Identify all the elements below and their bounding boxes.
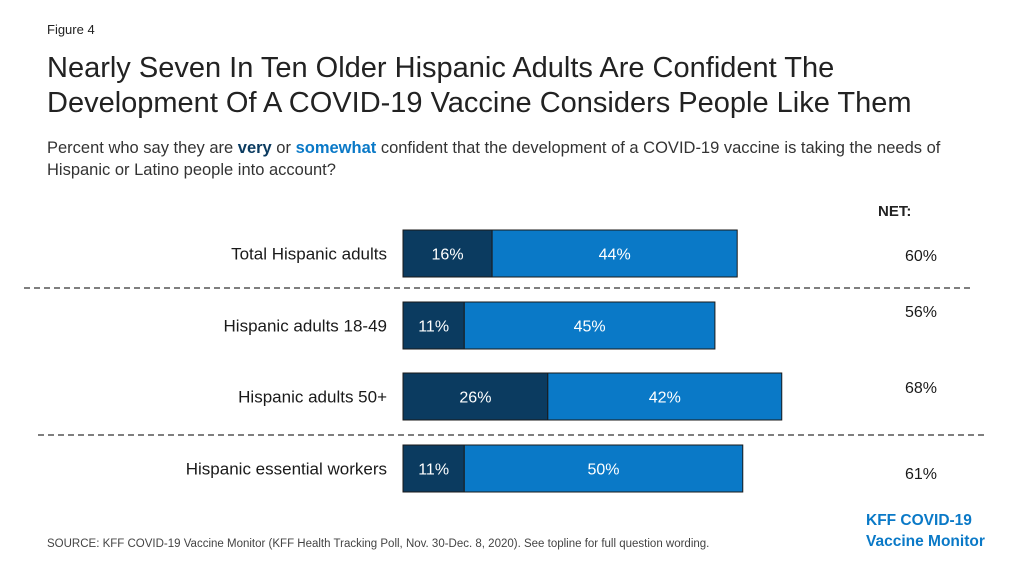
bar-somewhat bbox=[547, 372, 783, 421]
chart-title: Nearly Seven In Ten Older Hispanic Adult… bbox=[47, 52, 912, 119]
net-value: 61% bbox=[905, 466, 937, 483]
bar-very bbox=[402, 301, 465, 350]
data-label: 42% bbox=[649, 390, 681, 407]
bar-very bbox=[402, 229, 493, 278]
category-label: Hispanic adults 50+ bbox=[238, 388, 387, 407]
chart-subtitle: Percent who say they are very or somewha… bbox=[47, 137, 997, 181]
logo-line-1: KFF COVID-19 bbox=[866, 512, 972, 529]
subtitle-somewhat: somewhat bbox=[295, 139, 377, 157]
category-label: Hispanic adults 18-49 bbox=[224, 317, 387, 336]
data-label: 26% bbox=[459, 390, 491, 407]
bar-somewhat bbox=[463, 301, 716, 350]
data-label: 45% bbox=[574, 319, 606, 336]
kff-logo: KFF COVID-19 Vaccine Monitor bbox=[866, 510, 985, 552]
subtitle-prefix: Percent who say they are bbox=[47, 139, 238, 157]
subtitle-middle: or bbox=[271, 139, 296, 157]
subtitle-very: very bbox=[237, 139, 272, 157]
data-label: 16% bbox=[432, 247, 464, 264]
data-label: 50% bbox=[588, 462, 620, 479]
net-value: 60% bbox=[905, 248, 937, 265]
category-label: Total Hispanic adults bbox=[231, 245, 387, 264]
data-label: 44% bbox=[599, 247, 631, 264]
figure-label: Figure 4 bbox=[47, 22, 95, 37]
net-header: NET: bbox=[878, 203, 912, 220]
net-value: 56% bbox=[905, 304, 937, 321]
net-value: 68% bbox=[905, 380, 937, 397]
bar-very bbox=[402, 444, 465, 493]
bar-somewhat bbox=[463, 444, 744, 493]
stacked-bar-chart: Total Hispanic adults 16% 44% 60% Hispanic a… bbox=[24, 229, 986, 493]
logo-line-2: Vaccine Monitor bbox=[866, 533, 985, 550]
source-note: SOURCE: KFF COVID-19 Vaccine Monitor (KF… bbox=[47, 538, 710, 550]
bar-somewhat bbox=[491, 229, 738, 278]
data-label: 11% bbox=[418, 319, 449, 336]
category-label: Hispanic essential workers bbox=[186, 460, 387, 479]
data-label: 11% bbox=[418, 462, 449, 479]
bar-very bbox=[402, 372, 549, 421]
subtitle-suffix: confident that the development of a COVI… bbox=[47, 139, 941, 179]
